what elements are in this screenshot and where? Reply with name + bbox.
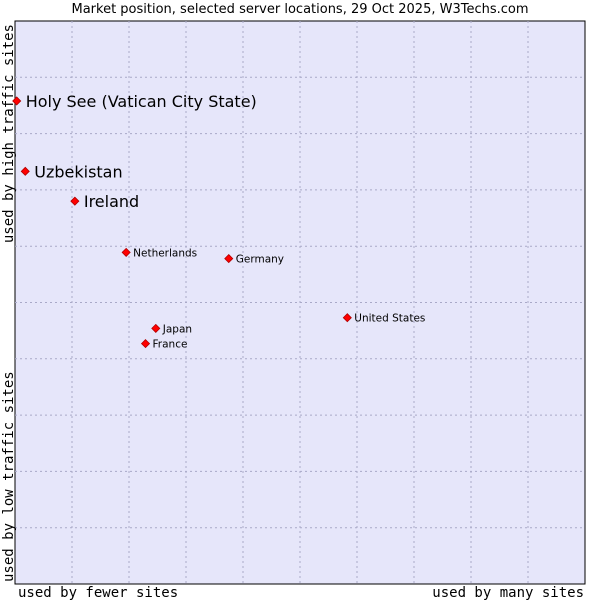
data-point-label: Germany: [236, 254, 284, 266]
data-point-label: Holy See (Vatican City State): [26, 92, 257, 111]
data-point-marker: [140, 339, 151, 349]
data-point-label: Uzbekistan: [34, 162, 122, 181]
data-point-label: Netherlands: [133, 247, 197, 259]
y-axis-label-top: used by high traffic sites: [1, 24, 17, 243]
data-point-marker: [121, 247, 131, 257]
data-point-marker: [70, 196, 80, 206]
data-point-marker: [12, 96, 22, 106]
grid-lines: [15, 21, 585, 584]
data-points: Holy See (Vatican City State) Uzbekistan I…: [12, 92, 425, 351]
data-point-label: United States: [354, 313, 425, 325]
data-point-label: Ireland: [84, 192, 139, 211]
data-point-marker: [20, 166, 30, 176]
data-point-marker: [151, 323, 161, 333]
data-point-label: Japan: [162, 323, 192, 335]
data-point-marker: [342, 313, 352, 323]
x-axis-label-right: used by many sites: [432, 585, 584, 600]
chart-title: Market position, selected server locatio…: [71, 2, 529, 17]
x-axis-label-left: used by fewer sites: [18, 585, 178, 600]
data-point-label: France: [153, 339, 188, 351]
data-point-marker: [224, 254, 234, 264]
y-axis-label-bottom: used by low traffic sites: [1, 371, 17, 582]
